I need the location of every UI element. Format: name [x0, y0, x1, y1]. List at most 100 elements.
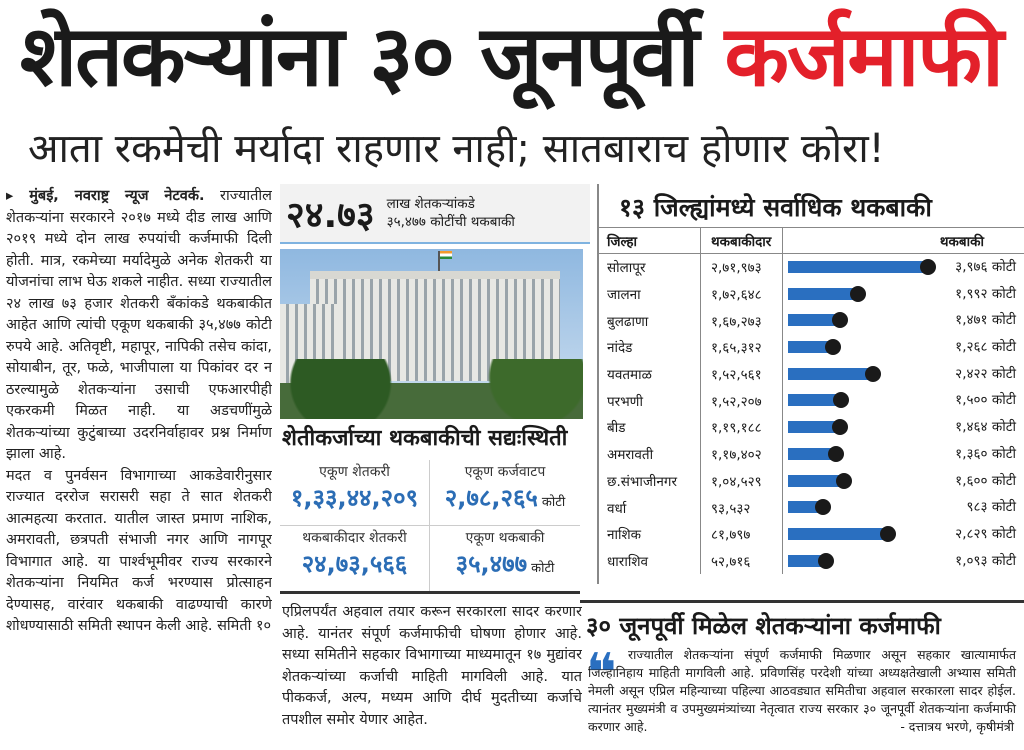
- quote-mark-icon: ❝: [586, 643, 617, 703]
- table-row: छ.संभाजीनगर १,०४,५२९ १,६०० कोटी: [599, 467, 1024, 495]
- district-name: धाराशिव: [599, 547, 701, 575]
- bar-end-dot: [828, 445, 844, 462]
- headline-highlight: कर्जमाफी: [724, 7, 1004, 105]
- arrears-amount: १,९९२ कोटी: [955, 285, 1016, 302]
- arrears-bar: [788, 287, 858, 300]
- district-name: बुलढाणा: [599, 307, 701, 335]
- arrears-bar: [788, 447, 836, 460]
- bar-end-dot: [865, 365, 881, 382]
- arrears-bar: [788, 554, 826, 567]
- bar-end-dot: [833, 392, 849, 409]
- headline: शेतकऱ्यांना ३० जूनपूर्वी कर्जमाफी: [20, 0, 1024, 112]
- bar-end-dot: [825, 339, 841, 356]
- arrears-amount: १,२६८ कोटी: [955, 339, 1016, 356]
- stat-big-number: २४.७३: [286, 194, 375, 236]
- defaulter-count: १,१७,४०२: [701, 440, 783, 468]
- stat-total-farmers: एकूण शेतकरी १,३३,४४,२०९: [280, 460, 430, 526]
- arrears-bar: [788, 527, 888, 540]
- quote-title: ३० जूनपूर्वी मिळेल शेतकऱ्यांना कर्जमाफी: [586, 612, 941, 640]
- arrears-bar: [788, 314, 840, 327]
- paragraph: राज्यातील शेतकऱ्यांना सरकारने २०१७ मध्ये…: [6, 188, 272, 462]
- defaulter-count: ९३,५३२: [701, 494, 783, 521]
- district-name: नांदेड: [599, 334, 701, 361]
- defaulter-count: १,७२,६४८: [701, 280, 783, 308]
- status-grid: एकूण शेतकरी १,३३,४४,२०९ एकूण कर्जवाटप २,७८…: [280, 460, 580, 594]
- stat-box: २४.७३ लाख शेतकऱ्यांकडे ३५,४७७ कोटींची थकब…: [280, 184, 590, 244]
- header-defaulters: थकबाकीदार: [701, 228, 783, 253]
- arrears-bar: [788, 474, 844, 487]
- left-article-column: ▸ मुंबई, नवराष्ट्र न्यूज नेटवर्क. राज्या…: [6, 186, 272, 750]
- district-name: जालना: [599, 280, 701, 308]
- bar-end-dot: [818, 552, 834, 569]
- subheadline: आता रकमेची मर्यादा राहणार नाही; सातबाराच…: [28, 126, 885, 172]
- district-name: वर्धा: [599, 494, 701, 521]
- stat-unit: कोटी: [541, 495, 566, 510]
- stat-unit: कोटी: [531, 561, 555, 576]
- table-row: सोलापूर २,७१,९७३ ३,९७६ कोटी: [599, 254, 1024, 281]
- stat-total-loan: एकूण कर्जवाटप २,७८,२६५ कोटी: [430, 460, 580, 526]
- header-arrears: थकबाकी: [939, 233, 984, 250]
- arrears-bar: [788, 501, 823, 514]
- table-header: जिल्हा थकबाकीदार थकबाकी: [599, 228, 1024, 254]
- stat-label: एकूण कर्जवाटप: [464, 464, 546, 480]
- defaulter-count: १,६५,३१२: [701, 334, 783, 361]
- mantralaya-building-photo: [280, 249, 583, 419]
- stat-label: थकबाकीदार शेतकरी: [302, 530, 407, 546]
- table-row: जालना १,७२,६४८ १,९९२ कोटी: [599, 280, 1024, 308]
- table-row: नांदेड १,६५,३१२ १,२६८ कोटी: [599, 334, 1024, 361]
- defaulter-count: १,५२,२०७: [701, 387, 783, 415]
- arrears-amount: २,४२२ कोटी: [955, 365, 1016, 382]
- bar-end-dot: [832, 419, 848, 436]
- stat-value: २४,७३,५६६: [301, 550, 408, 578]
- bar-end-dot: [832, 312, 848, 329]
- table-row: नाशिक ८१,७९७ २,८२९ कोटी: [599, 520, 1024, 548]
- arrears-amount: १,३६० कोटी: [955, 445, 1016, 462]
- arrears-bar: [788, 261, 928, 273]
- arrears-bar: [788, 367, 873, 380]
- district-arrears-table: १३ जिल्ह्यांमध्ये सर्वाधिक थकबाकी जिल्हा…: [597, 184, 1024, 584]
- table-row: परभणी १,५२,२०७ १,५०० कोटी: [599, 387, 1024, 415]
- table-row: वर्धा ९३,५३२ ९८३ कोटी: [599, 494, 1024, 521]
- arrears-amount: १,४७१ कोटी: [955, 312, 1016, 329]
- bar-end-dot: [920, 259, 936, 275]
- stat-value: २,७८,२६५: [444, 484, 538, 512]
- district-name: बीड: [599, 414, 701, 441]
- stat-total-arrears: एकूण थकबाकी ३५,४७७ कोटी: [430, 526, 580, 591]
- arrears-bar: [788, 394, 841, 407]
- dateline: ▸ मुंबई, नवराष्ट्र न्यूज नेटवर्क.: [6, 188, 205, 204]
- table-row: बुलढाणा १,६७,२७३ १,४७१ कोटी: [599, 307, 1024, 335]
- defaulter-count: ५२,७१६: [701, 547, 783, 575]
- arrears-bar: [788, 341, 833, 354]
- stat-label: एकूण शेतकरी: [319, 464, 390, 480]
- stat-value: ३५,४७७: [455, 550, 528, 578]
- table-row: धाराशिव ५२,७१६ १,०९३ कोटी: [599, 547, 1024, 575]
- quote-text: राज्यातील शेतकऱ्यांना संपूर्ण कर्जमाफी म…: [588, 647, 1016, 734]
- header-district: जिल्हा: [599, 228, 701, 253]
- stat-value: १,३३,४४,२०९: [290, 484, 419, 512]
- arrears-amount: १,६०० कोटी: [955, 472, 1016, 489]
- paragraph: मदत व पुनर्वसन विभागाच्या आकडेवारीनुसार …: [6, 467, 272, 635]
- quote-author: - दत्तात्रय भरणे, कृषीमंत्री: [900, 719, 1014, 734]
- defaulter-count: १,५२,५६१: [701, 360, 783, 388]
- stat-label: एकूण थकबाकी: [465, 530, 545, 546]
- district-name: अमरावती: [599, 440, 701, 468]
- bar-end-dot: [850, 285, 866, 302]
- district-name: सोलापूर: [599, 254, 701, 281]
- table-row: यवतमाळ १,५२,५६१ २,४२२ कोटी: [599, 360, 1024, 388]
- defaulter-count: १,१९,१८८: [701, 414, 783, 441]
- arrears-bar: [788, 421, 840, 434]
- arrears-amount: १,५०० कोटी: [955, 392, 1016, 409]
- arrears-amount: १,४६४ कोटी: [955, 419, 1016, 436]
- status-title: शेतीकर्जाच्या थकबाकीची सद्यःस्थिती: [282, 426, 568, 451]
- defaulter-count: १,६७,२७३: [701, 307, 783, 335]
- district-name: छ.संभाजीनगर: [599, 467, 701, 495]
- defaulter-count: ८१,७९७: [701, 520, 783, 548]
- defaulter-count: २,७१,९७३: [701, 254, 783, 281]
- table-row: अमरावती १,१७,४०२ १,३६० कोटी: [599, 440, 1024, 468]
- district-name: परभणी: [599, 387, 701, 415]
- bar-end-dot: [815, 499, 831, 516]
- headline-main: शेतकऱ्यांना ३० जूनपूर्वी: [20, 7, 699, 105]
- stat-defaulter-farmers: थकबाकीदार शेतकरी २४,७३,५६६: [280, 526, 430, 591]
- arrears-amount: ९८३ कोटी: [966, 499, 1016, 516]
- bar-end-dot: [836, 472, 852, 489]
